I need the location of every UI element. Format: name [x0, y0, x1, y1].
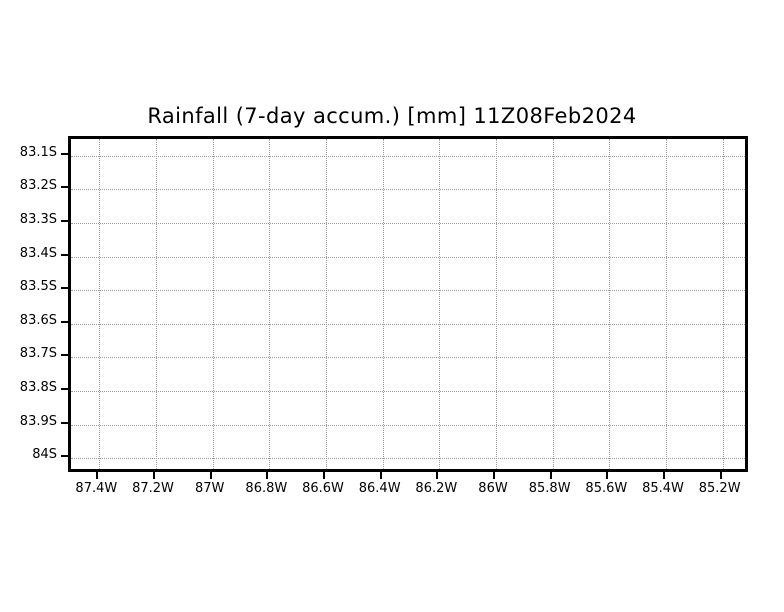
gridline-horizontal [71, 256, 745, 258]
y-axis-tick-label: 83.4S [19, 245, 57, 261]
y-axis-tick [61, 220, 68, 222]
gridline-vertical [439, 139, 441, 469]
gridline-vertical [326, 139, 327, 469]
x-axis-tick [549, 472, 552, 479]
x-axis-tick [606, 472, 609, 479]
x-axis-tick [436, 472, 439, 479]
y-axis-tick-label: 83.2S [19, 178, 57, 194]
x-axis-tick-label: 86.4W [358, 481, 401, 496]
x-axis-tick-label: 85.6W [585, 481, 628, 496]
x-axis-tick-label: 86.8W [245, 481, 288, 496]
x-axis-tick-label: 86W [478, 481, 508, 496]
gridline-horizontal [71, 155, 745, 157]
gridline-vertical [269, 139, 271, 469]
x-axis-tick-label: 86.6W [302, 481, 344, 496]
gridline-horizontal [71, 391, 745, 392]
x-axis-tick [663, 472, 665, 479]
gridline-vertical [212, 139, 214, 469]
y-axis-tick [61, 152, 68, 155]
gridline-vertical [609, 139, 611, 469]
gridline-horizontal [71, 290, 745, 292]
x-axis-tick [153, 472, 155, 479]
gridline-horizontal [71, 189, 745, 191]
x-axis-tick-label: 87W [194, 481, 225, 496]
gridline-horizontal [71, 223, 745, 224]
y-axis-tick [61, 354, 68, 357]
gridline-vertical [552, 139, 554, 469]
x-axis-tick [96, 472, 99, 479]
y-axis-tick [61, 186, 68, 189]
gridline-vertical [382, 139, 384, 469]
x-axis-tick-label: 86.2W [415, 481, 458, 496]
x-axis-tick [493, 472, 495, 479]
gridline-vertical [722, 139, 724, 469]
x-axis-tick-label: 85.4W [642, 481, 684, 496]
x-axis-tick [266, 472, 269, 479]
y-axis-tick [61, 388, 68, 390]
chart-title: Rainfall (7-day accum.) [mm] 11Z08Feb202… [147, 104, 637, 128]
y-axis-tick [61, 320, 68, 323]
y-axis-tick-label: 83.5S [19, 279, 57, 295]
x-axis-tick [379, 472, 382, 479]
x-axis-tick-label: 87.4W [75, 481, 118, 496]
gridline-vertical [496, 139, 497, 469]
gridline-horizontal [71, 458, 745, 460]
x-axis-tick-label: 87.2W [132, 481, 174, 496]
y-axis-tick [61, 253, 68, 256]
y-axis-tick-label: 83.7S [19, 346, 57, 362]
gridlines [71, 139, 745, 469]
gridline-horizontal [71, 357, 745, 359]
plot-area [68, 136, 748, 472]
y-axis-tick [61, 421, 68, 424]
y-axis-tick-label: 83.8S [19, 380, 57, 395]
y-axis-tick-label: 83.3S [19, 212, 57, 227]
x-axis-tick-label: 85.2W [698, 481, 741, 496]
x-axis-tick [323, 472, 325, 479]
y-axis-tick [61, 287, 68, 290]
y-axis-tick [61, 455, 68, 458]
y-axis-tick-label: 83.1S [19, 144, 57, 160]
x-axis-tick [719, 472, 722, 479]
gridline-horizontal [71, 424, 745, 426]
y-axis-tick-label: 83.9S [19, 413, 57, 429]
x-axis-tick [209, 472, 212, 479]
x-axis-tick-label: 85.8W [528, 481, 571, 496]
y-axis-tick-label: 84S [32, 447, 57, 463]
gridline-vertical [156, 139, 157, 469]
y-axis-tick-label: 83.6S [19, 312, 57, 328]
gridline-vertical [99, 139, 101, 469]
gridline-vertical [666, 139, 667, 469]
gridline-horizontal [71, 323, 745, 325]
